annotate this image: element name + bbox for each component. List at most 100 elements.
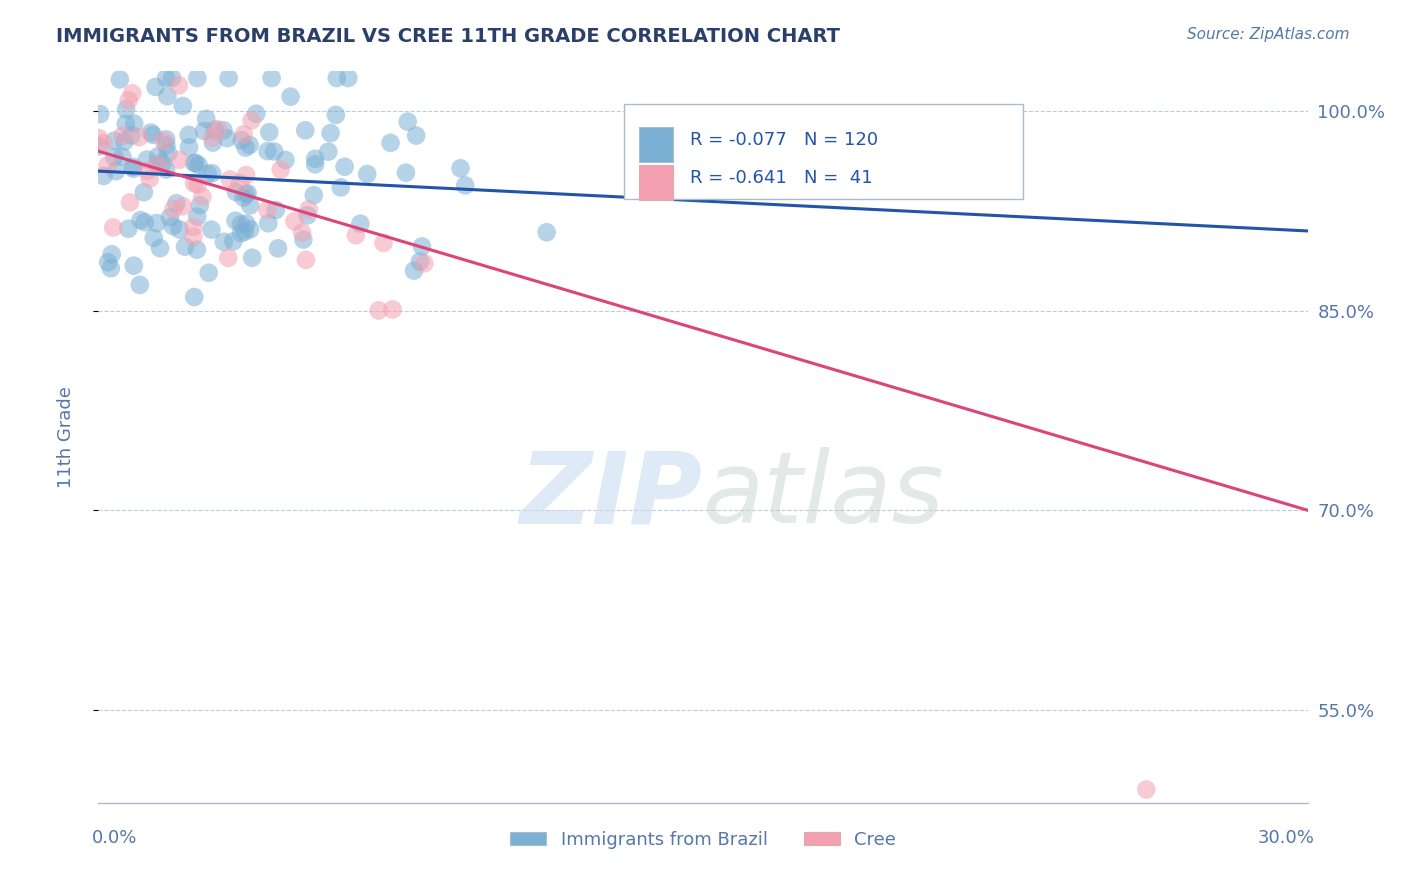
Point [118,94,141,108]
Text: R = -0.077   N = 120: R = -0.077 N = 120 [690,131,877,149]
Point [380,136,402,150]
Point [157,146,180,161]
Point [291,226,314,240]
Point [114,117,136,131]
Point [367,303,389,318]
Point [117,221,139,235]
Y-axis label: 11th Grade: 11th Grade [56,386,75,488]
Point [325,108,347,122]
Point [177,128,200,142]
Point [337,70,360,85]
Point [145,79,167,94]
Point [292,233,315,247]
Point [183,177,205,191]
Point [156,89,179,103]
Point [121,87,143,101]
Point [356,167,378,181]
Point [128,130,150,145]
Point [225,185,247,199]
Point [212,235,235,249]
Point [149,241,172,255]
Point [186,243,208,257]
Point [207,122,229,136]
Point [139,126,162,140]
Point [146,149,169,163]
Point [193,124,215,138]
Point [270,162,292,177]
Point [138,171,160,186]
Point [160,70,183,85]
Point [100,247,122,261]
Point [111,150,134,164]
Point [326,70,349,85]
Point [260,70,283,85]
Point [183,156,205,170]
Point [169,153,191,167]
Point [302,188,325,202]
Point [122,161,145,176]
Point [187,158,209,172]
Legend: Immigrants from Brazil, Cree: Immigrants from Brazil, Cree [503,824,903,856]
Point [167,78,190,93]
Point [318,145,340,159]
Point [233,225,256,239]
Bar [638,127,673,161]
Point [229,176,252,190]
Point [245,107,267,121]
Point [89,107,111,121]
Point [402,263,425,277]
Point [148,158,170,172]
Point [93,136,115,151]
Point [186,70,208,85]
Point [122,117,145,131]
Point [450,161,472,176]
Point [191,190,214,204]
Point [238,138,260,153]
Point [239,198,262,212]
Point [169,222,191,236]
Point [145,216,167,230]
Point [201,136,224,150]
Point [115,103,138,117]
Point [257,216,280,230]
Point [103,220,125,235]
Point [165,196,187,211]
Point [218,70,240,85]
Point [197,266,219,280]
Point [201,130,224,145]
Point [413,256,436,270]
Point [105,164,128,178]
Point [1135,782,1157,797]
Point [232,190,254,204]
Point [409,254,432,268]
Point [195,112,218,126]
Point [142,231,165,245]
Point [329,180,352,194]
Point [229,218,252,232]
Point [108,72,131,87]
Point [97,158,120,172]
Point [411,239,433,253]
Point [97,255,120,269]
Point [155,162,177,177]
Text: Source: ZipAtlas.com: Source: ZipAtlas.com [1187,27,1350,42]
Point [259,125,281,139]
Point [89,139,111,153]
Point [235,168,257,182]
Point [235,187,257,202]
Point [132,185,155,199]
Point [344,228,367,243]
Point [181,219,204,234]
Point [186,210,208,224]
Point [103,134,125,148]
Point [225,213,247,227]
Point [122,259,145,273]
Bar [638,165,673,200]
Point [373,235,395,250]
Point [146,158,169,172]
Point [135,153,157,167]
Point [298,202,321,217]
Point [297,208,319,222]
Point [162,219,184,233]
Point [333,160,356,174]
